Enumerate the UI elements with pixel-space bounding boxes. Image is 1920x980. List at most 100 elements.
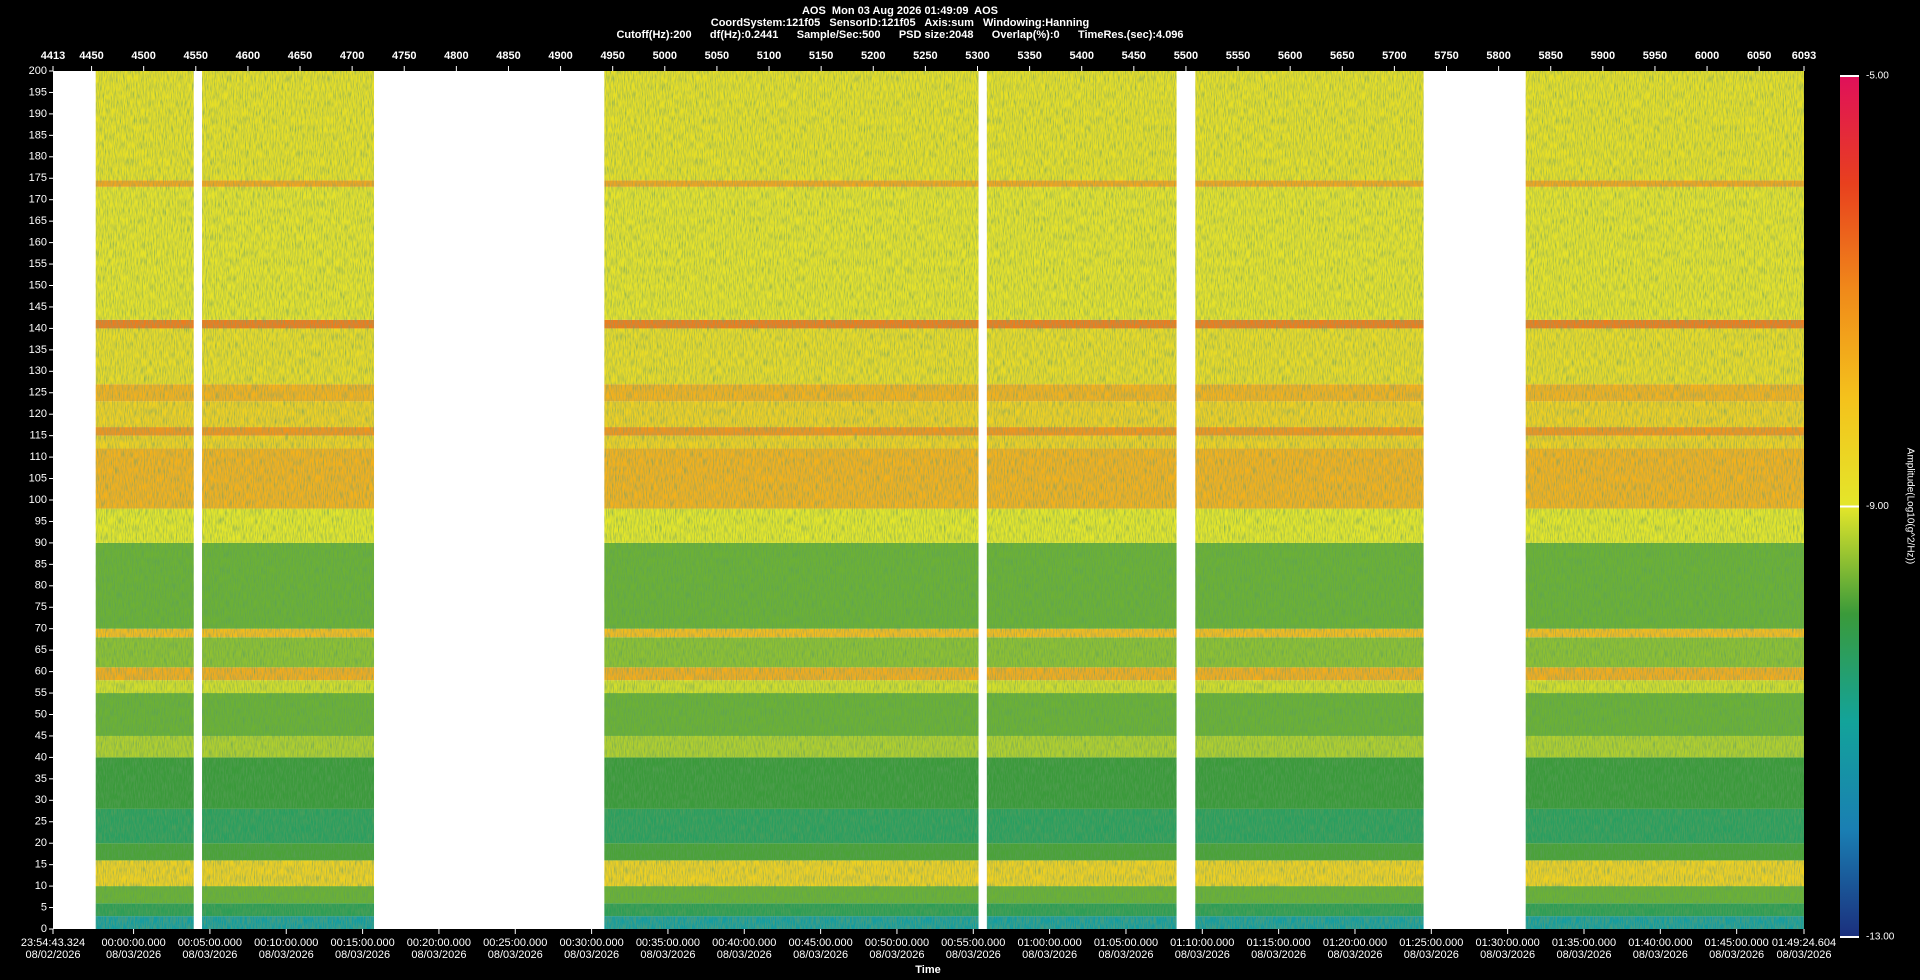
y-tick-label: 120 bbox=[29, 408, 47, 420]
y-tick-label: 10 bbox=[35, 880, 47, 892]
y-tick-label: 185 bbox=[29, 129, 47, 141]
spectrum-band bbox=[202, 637, 375, 668]
spectrum-band bbox=[604, 693, 979, 736]
colorbar-tick-label: -5.00 bbox=[1866, 71, 1889, 82]
spectrum-band bbox=[202, 401, 375, 428]
y-tick-label: 180 bbox=[29, 151, 47, 163]
spectrum-band bbox=[1195, 180, 1424, 187]
spectrum-band bbox=[95, 860, 194, 887]
spectrum-band bbox=[1195, 735, 1424, 758]
time-tick-date: 08/03/2026 bbox=[182, 949, 237, 961]
x-tick-label: 4750 bbox=[392, 50, 416, 62]
spectrum-band bbox=[1195, 384, 1424, 402]
spectrum-band bbox=[202, 384, 375, 402]
spectrum-band bbox=[202, 808, 375, 844]
time-tick-label: 00:25:00.000 bbox=[483, 937, 547, 949]
spectrum-band bbox=[604, 808, 979, 844]
x-tick-label: 4413 bbox=[41, 50, 65, 62]
time-tick-date: 08/03/2026 bbox=[1404, 949, 1459, 961]
time-tick-date: 08/03/2026 bbox=[717, 949, 772, 961]
spectrum-band bbox=[95, 680, 194, 694]
time-tick-label: 00:00:00.000 bbox=[101, 937, 165, 949]
x-tick-label: 5600 bbox=[1278, 50, 1302, 62]
time-tick-label: 01:20:00.000 bbox=[1323, 937, 1387, 949]
time-tick-label: 00:45:00.000 bbox=[788, 937, 852, 949]
time-tick-date: 08/03/2026 bbox=[1556, 949, 1611, 961]
spectrum-band bbox=[95, 448, 194, 509]
y-tick-label: 115 bbox=[29, 430, 47, 442]
spectrum-band bbox=[986, 667, 1177, 681]
spectrum-band bbox=[95, 542, 194, 629]
y-tick-label: 170 bbox=[29, 194, 47, 206]
spectrum-band bbox=[1195, 435, 1424, 449]
spectrum-band bbox=[1195, 328, 1424, 385]
time-tick-label: 01:40:00.000 bbox=[1628, 937, 1692, 949]
y-tick-label: 110 bbox=[29, 451, 47, 463]
y-tick-label: 55 bbox=[35, 687, 47, 699]
x-tick-label: 5000 bbox=[653, 50, 677, 62]
x-tick-label: 5800 bbox=[1486, 50, 1510, 62]
x-tick-label: 6050 bbox=[1747, 50, 1771, 62]
spectrum-band bbox=[202, 903, 375, 917]
spectrum-band bbox=[1525, 508, 1804, 543]
spectrum-band bbox=[986, 886, 1177, 904]
spectrum-band bbox=[604, 667, 979, 681]
spectrum-band bbox=[1525, 860, 1804, 887]
spectrum-band bbox=[604, 680, 979, 694]
spectrum-band bbox=[202, 435, 375, 449]
spectrum-band bbox=[604, 508, 979, 543]
spectrum-band bbox=[1195, 886, 1424, 904]
time-tick-label: 00:55:00.000 bbox=[941, 937, 1005, 949]
spectrum-band bbox=[1195, 508, 1424, 543]
x-tick-label: 5350 bbox=[1017, 50, 1041, 62]
spectrum-band bbox=[986, 401, 1177, 428]
y-tick-label: 0 bbox=[41, 923, 47, 935]
spectrum-band bbox=[95, 735, 194, 758]
spectrum-band bbox=[604, 180, 979, 187]
spectrum-band bbox=[604, 186, 979, 320]
spectrum-band bbox=[1525, 448, 1804, 509]
time-tick-date: 08/03/2026 bbox=[1098, 949, 1153, 961]
time-tick-date: 08/03/2026 bbox=[1709, 949, 1764, 961]
spectrum-band bbox=[1195, 186, 1424, 320]
x-tick-label: 5400 bbox=[1069, 50, 1093, 62]
spectrum-band bbox=[986, 319, 1177, 329]
spectrum-band bbox=[1195, 542, 1424, 629]
spectrum-band bbox=[1195, 680, 1424, 694]
spectrum-band bbox=[1195, 808, 1424, 844]
time-tick-label: 00:15:00.000 bbox=[330, 937, 394, 949]
spectrum-band bbox=[1525, 319, 1804, 329]
time-tick-label: 01:15:00.000 bbox=[1247, 937, 1311, 949]
spectrum-band bbox=[604, 757, 979, 809]
spectrum-band bbox=[986, 680, 1177, 694]
spectrum-band bbox=[604, 448, 979, 509]
x-tick-label: 5050 bbox=[705, 50, 729, 62]
x-tick-label: 4900 bbox=[548, 50, 572, 62]
time-tick-label: 01:45:00.000 bbox=[1705, 937, 1769, 949]
time-tick-date: 08/03/2026 bbox=[1480, 949, 1535, 961]
x-tick-label: 6000 bbox=[1695, 50, 1719, 62]
spectrum-band bbox=[202, 886, 375, 904]
spectrum-band bbox=[604, 328, 979, 385]
spectrum-band bbox=[95, 186, 194, 320]
spectrum-band bbox=[202, 735, 375, 758]
spectrum-band bbox=[202, 680, 375, 694]
spectrum-band bbox=[95, 886, 194, 904]
spectrum-band bbox=[986, 808, 1177, 844]
spectrum-band bbox=[1195, 427, 1424, 436]
spectrum-band bbox=[95, 71, 194, 181]
time-tick-date: 08/03/2026 bbox=[259, 949, 314, 961]
y-tick-label: 45 bbox=[35, 730, 47, 742]
spectrum-band bbox=[95, 628, 194, 638]
spectrum-band bbox=[95, 319, 194, 329]
spectrum-band bbox=[604, 435, 979, 449]
spectrum-band bbox=[202, 508, 375, 543]
spectrum-band bbox=[202, 448, 375, 509]
y-tick-label: 200 bbox=[29, 65, 47, 77]
spectrum-band bbox=[986, 628, 1177, 638]
spectrum-band bbox=[202, 860, 375, 887]
y-tick-label: 135 bbox=[29, 344, 47, 356]
spectrum-band bbox=[95, 180, 194, 187]
spectrum-band bbox=[1525, 808, 1804, 844]
